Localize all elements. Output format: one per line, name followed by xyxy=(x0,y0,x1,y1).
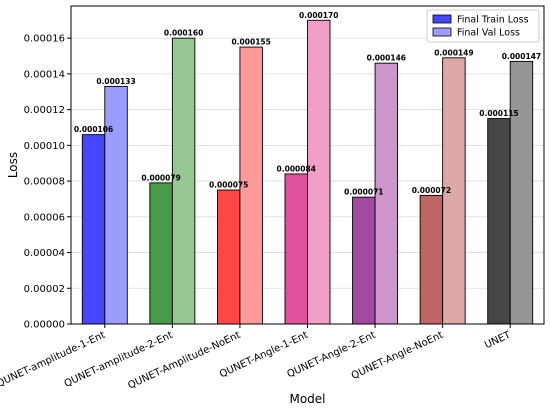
data-labels: 0.000106 0.000133 0.000079 0.000160 0.000075… xyxy=(74,11,541,197)
val-loss-value-label: 0.000149 xyxy=(434,48,473,57)
train-loss-bar xyxy=(216,189,241,325)
legend-label-val: Final Val Loss xyxy=(457,28,520,39)
val-loss-bar xyxy=(104,85,128,325)
train-loss-value-label: 0.000079 xyxy=(141,173,180,182)
train-loss-value-label: 0.000075 xyxy=(209,181,248,190)
y-tick-label: 0.00004 xyxy=(24,248,65,259)
y-tick-label: 0.00000 xyxy=(24,320,65,331)
val-loss-value-label: 0.000155 xyxy=(231,38,270,47)
legend-swatch-val xyxy=(432,27,452,37)
legend: Final Train Loss Final Val Loss xyxy=(426,9,540,43)
x-tick-label: UNET xyxy=(483,329,513,351)
x-tick-label: QUNET-amplitude-2-Ent xyxy=(63,330,175,390)
legend-swatch-train xyxy=(432,14,452,24)
train-loss-bar xyxy=(419,194,444,325)
train-loss-value-label: 0.000115 xyxy=(479,109,518,118)
train-loss-value-label: 0.000071 xyxy=(344,188,383,197)
val-loss-value-label: 0.000147 xyxy=(502,52,541,61)
val-loss-bar xyxy=(509,60,534,325)
y-tick-label: 0.00012 xyxy=(24,105,65,116)
x-tick-label: QUNET-amplitude-1-Ent xyxy=(0,330,107,390)
y-tick-label: 0.00006 xyxy=(24,212,65,223)
legend-box xyxy=(426,9,540,43)
train-loss-value-label: 0.000072 xyxy=(412,186,451,195)
x-axis: QUNET-amplitude-1-EntQUNET-amplitude-2-E… xyxy=(0,324,513,392)
train-loss-bar xyxy=(352,196,376,325)
bars xyxy=(81,19,534,325)
y-tick-label: 0.00016 xyxy=(24,34,65,45)
train-loss-value-label: 0.000106 xyxy=(74,125,113,134)
y-tick-label: 0.00014 xyxy=(24,69,65,80)
val-loss-value-label: 0.000160 xyxy=(164,29,203,38)
val-loss-value-label: 0.000133 xyxy=(96,77,135,86)
train-loss-bar xyxy=(284,173,308,325)
y-axis-title: Loss xyxy=(6,152,20,178)
y-tick-label: 0.00010 xyxy=(24,141,65,152)
y-axis: 0.00000 0.00002 0.00004 0.00006 0.00008 0.000… xyxy=(24,34,71,331)
train-loss-bar xyxy=(149,182,173,325)
y-tick-label: 0.00008 xyxy=(24,177,65,188)
legend-label-train: Final Train Loss xyxy=(457,15,529,26)
y-tick-label: 0.00002 xyxy=(24,284,65,295)
train-loss-bar xyxy=(487,118,511,325)
val-loss-value-label: 0.000146 xyxy=(367,54,406,63)
x-axis-title: Model xyxy=(289,392,325,406)
x-tick-label: QUNET-Amplitude-NoEnt xyxy=(126,330,242,392)
train-loss-value-label: 0.000084 xyxy=(277,164,316,173)
val-loss-value-label: 0.000170 xyxy=(299,11,338,20)
train-loss-bar xyxy=(81,134,106,325)
